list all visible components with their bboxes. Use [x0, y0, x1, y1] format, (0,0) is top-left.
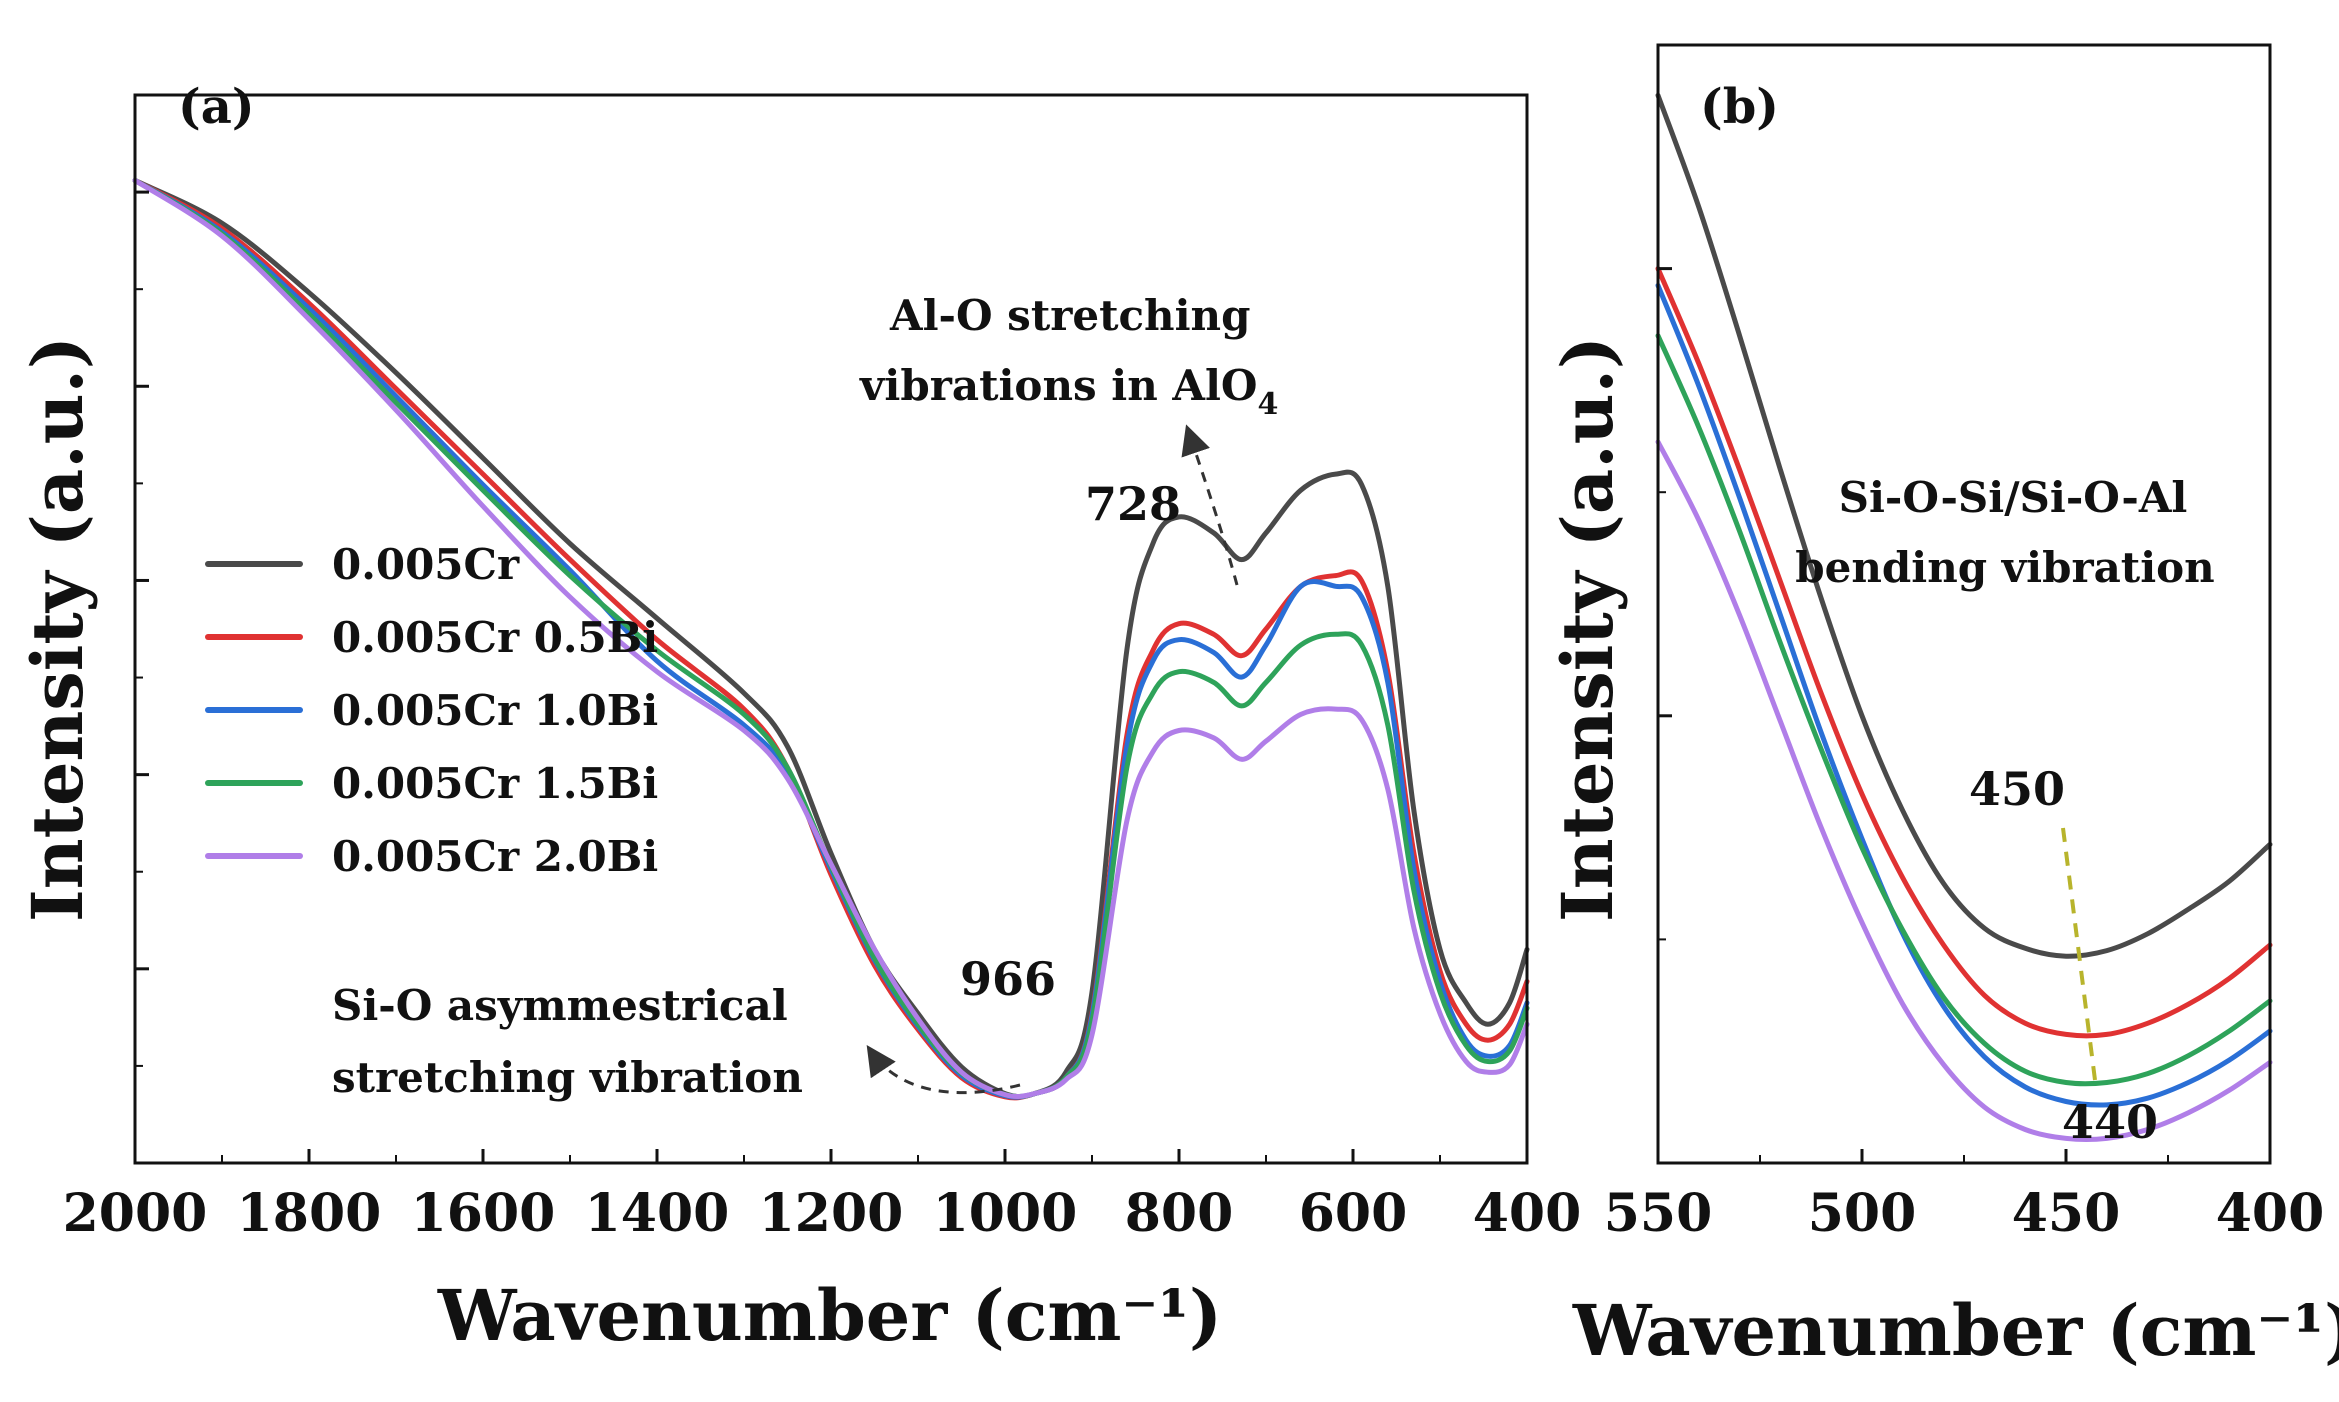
- panel-a-series-group: [132, 177, 1530, 1101]
- legend-label-4: 0.005Cr 1.5Bi: [332, 759, 658, 808]
- arrow-al-o: [1181, 424, 1239, 586]
- panel-b-series-line-3: [1655, 282, 2273, 1108]
- legend-label-3: 0.005Cr 1.0Bi: [332, 686, 658, 735]
- annotation-si-o-line1: Si-O asymmestrical: [332, 981, 788, 1030]
- panel-a-series-line-5: [132, 177, 1530, 1100]
- panel-a-series-line-4: [132, 177, 1530, 1100]
- panel-b-series-line-4: [1655, 333, 2273, 1087]
- panel-a-y-axis-title: Intensity (a.u.): [16, 336, 99, 922]
- annotation-al-o-subscript: 4: [1257, 387, 1278, 422]
- panel-a-x-tick-label-800: 800: [1125, 1183, 1234, 1244]
- panel-a-x-tick-label-2000: 2000: [63, 1183, 208, 1244]
- panel-b-x-tick-label-500: 500: [1808, 1183, 1917, 1244]
- panel-b-x-tick-label-550: 550: [1604, 1183, 1713, 1244]
- panel-b-x-tick-label-400: 400: [2216, 1183, 2325, 1244]
- panel-a-y-ticks: [135, 190, 149, 1067]
- panel-b-x-axis-title-text: Wavenumber (cm⁻¹): [1572, 1289, 2339, 1372]
- peak-label-450: 450: [1969, 762, 2065, 816]
- panel-b-series-line-5: [1655, 439, 2273, 1143]
- peak-label-966: 966: [960, 952, 1056, 1006]
- panel-b: 550 500 450 400 (b) Wavenumber (cm⁻¹) Inten…: [1546, 43, 2339, 1372]
- panel-a-x-tick-label-1800: 1800: [237, 1183, 382, 1244]
- panel-b-frame: [1656, 43, 2272, 1165]
- panel-a-x-tick-label-1200: 1200: [759, 1183, 904, 1244]
- legend-label-1: 0.005Cr: [332, 540, 520, 589]
- arrow-si-o: [866, 1045, 1021, 1095]
- panel-a-x-tick-label-600: 600: [1299, 1183, 1408, 1244]
- panel-b-y-axis-title: Intensity (a.u.): [1546, 336, 1629, 922]
- panel-b-x-axis-title: Wavenumber (cm⁻¹): [1572, 1289, 2339, 1372]
- panel-a-series-line-1: [132, 177, 1530, 1100]
- panel-b-x-ticks: 550 500 450 400: [1604, 1149, 2325, 1244]
- panel-a-x-axis-title-text: Wavenumber (cm⁻¹): [437, 1274, 1222, 1357]
- annotation-bending-line1: Si-O-Si/Si-O-Al: [1839, 473, 2188, 522]
- annotation-al-o-line1: Al-O stretching: [889, 291, 1250, 340]
- peak-shift-guide-line: [2061, 827, 2097, 1081]
- panel-a-x-ticks: 2000 1800 1600 1400 1200 1000 800 600 400: [63, 1149, 1582, 1244]
- peak-label-728: 728: [1085, 477, 1181, 531]
- panel-a-x-tick-label-1600: 1600: [411, 1183, 556, 1244]
- panel-b-label: (b): [1700, 79, 1779, 135]
- panel-b-y-ticks: [1658, 267, 1672, 941]
- panel-b-series-group: [1655, 92, 2273, 1143]
- panel-a-x-tick-label-1400: 1400: [585, 1183, 730, 1244]
- panel-a-label: (a): [178, 79, 255, 135]
- panel-a-x-axis-title: Wavenumber (cm⁻¹): [437, 1274, 1222, 1357]
- annotation-al-o-line2-text: vibrations in AlO: [859, 361, 1257, 410]
- peak-label-440: 440: [2062, 1095, 2158, 1149]
- panel-a-x-tick-label-1000: 1000: [933, 1183, 1078, 1244]
- panel-a-x-tick-label-400: 400: [1473, 1183, 1582, 1244]
- panel-b-series-line-2: [1655, 266, 2273, 1039]
- legend-label-5: 0.005Cr 2.0Bi: [332, 832, 658, 881]
- panel-b-x-tick-label-450: 450: [2012, 1183, 2121, 1244]
- legend: 0.005Cr 0.005Cr 0.5Bi 0.005Cr 1.0Bi 0.005Cr…: [205, 540, 658, 881]
- legend-label-2: 0.005Cr 0.5Bi: [332, 613, 658, 662]
- annotation-si-o-line2: stretching vibration: [332, 1053, 803, 1102]
- annotation-bending-line2: bending vibration: [1795, 543, 2214, 592]
- panel-a: 2000 1800 1600 1400 1200 1000 800 600 400 (a) Wa…: [16, 79, 1581, 1357]
- annotation-al-o-line2: vibrations in AlO4: [859, 361, 1278, 422]
- panel-b-series-line-1: [1655, 92, 2273, 959]
